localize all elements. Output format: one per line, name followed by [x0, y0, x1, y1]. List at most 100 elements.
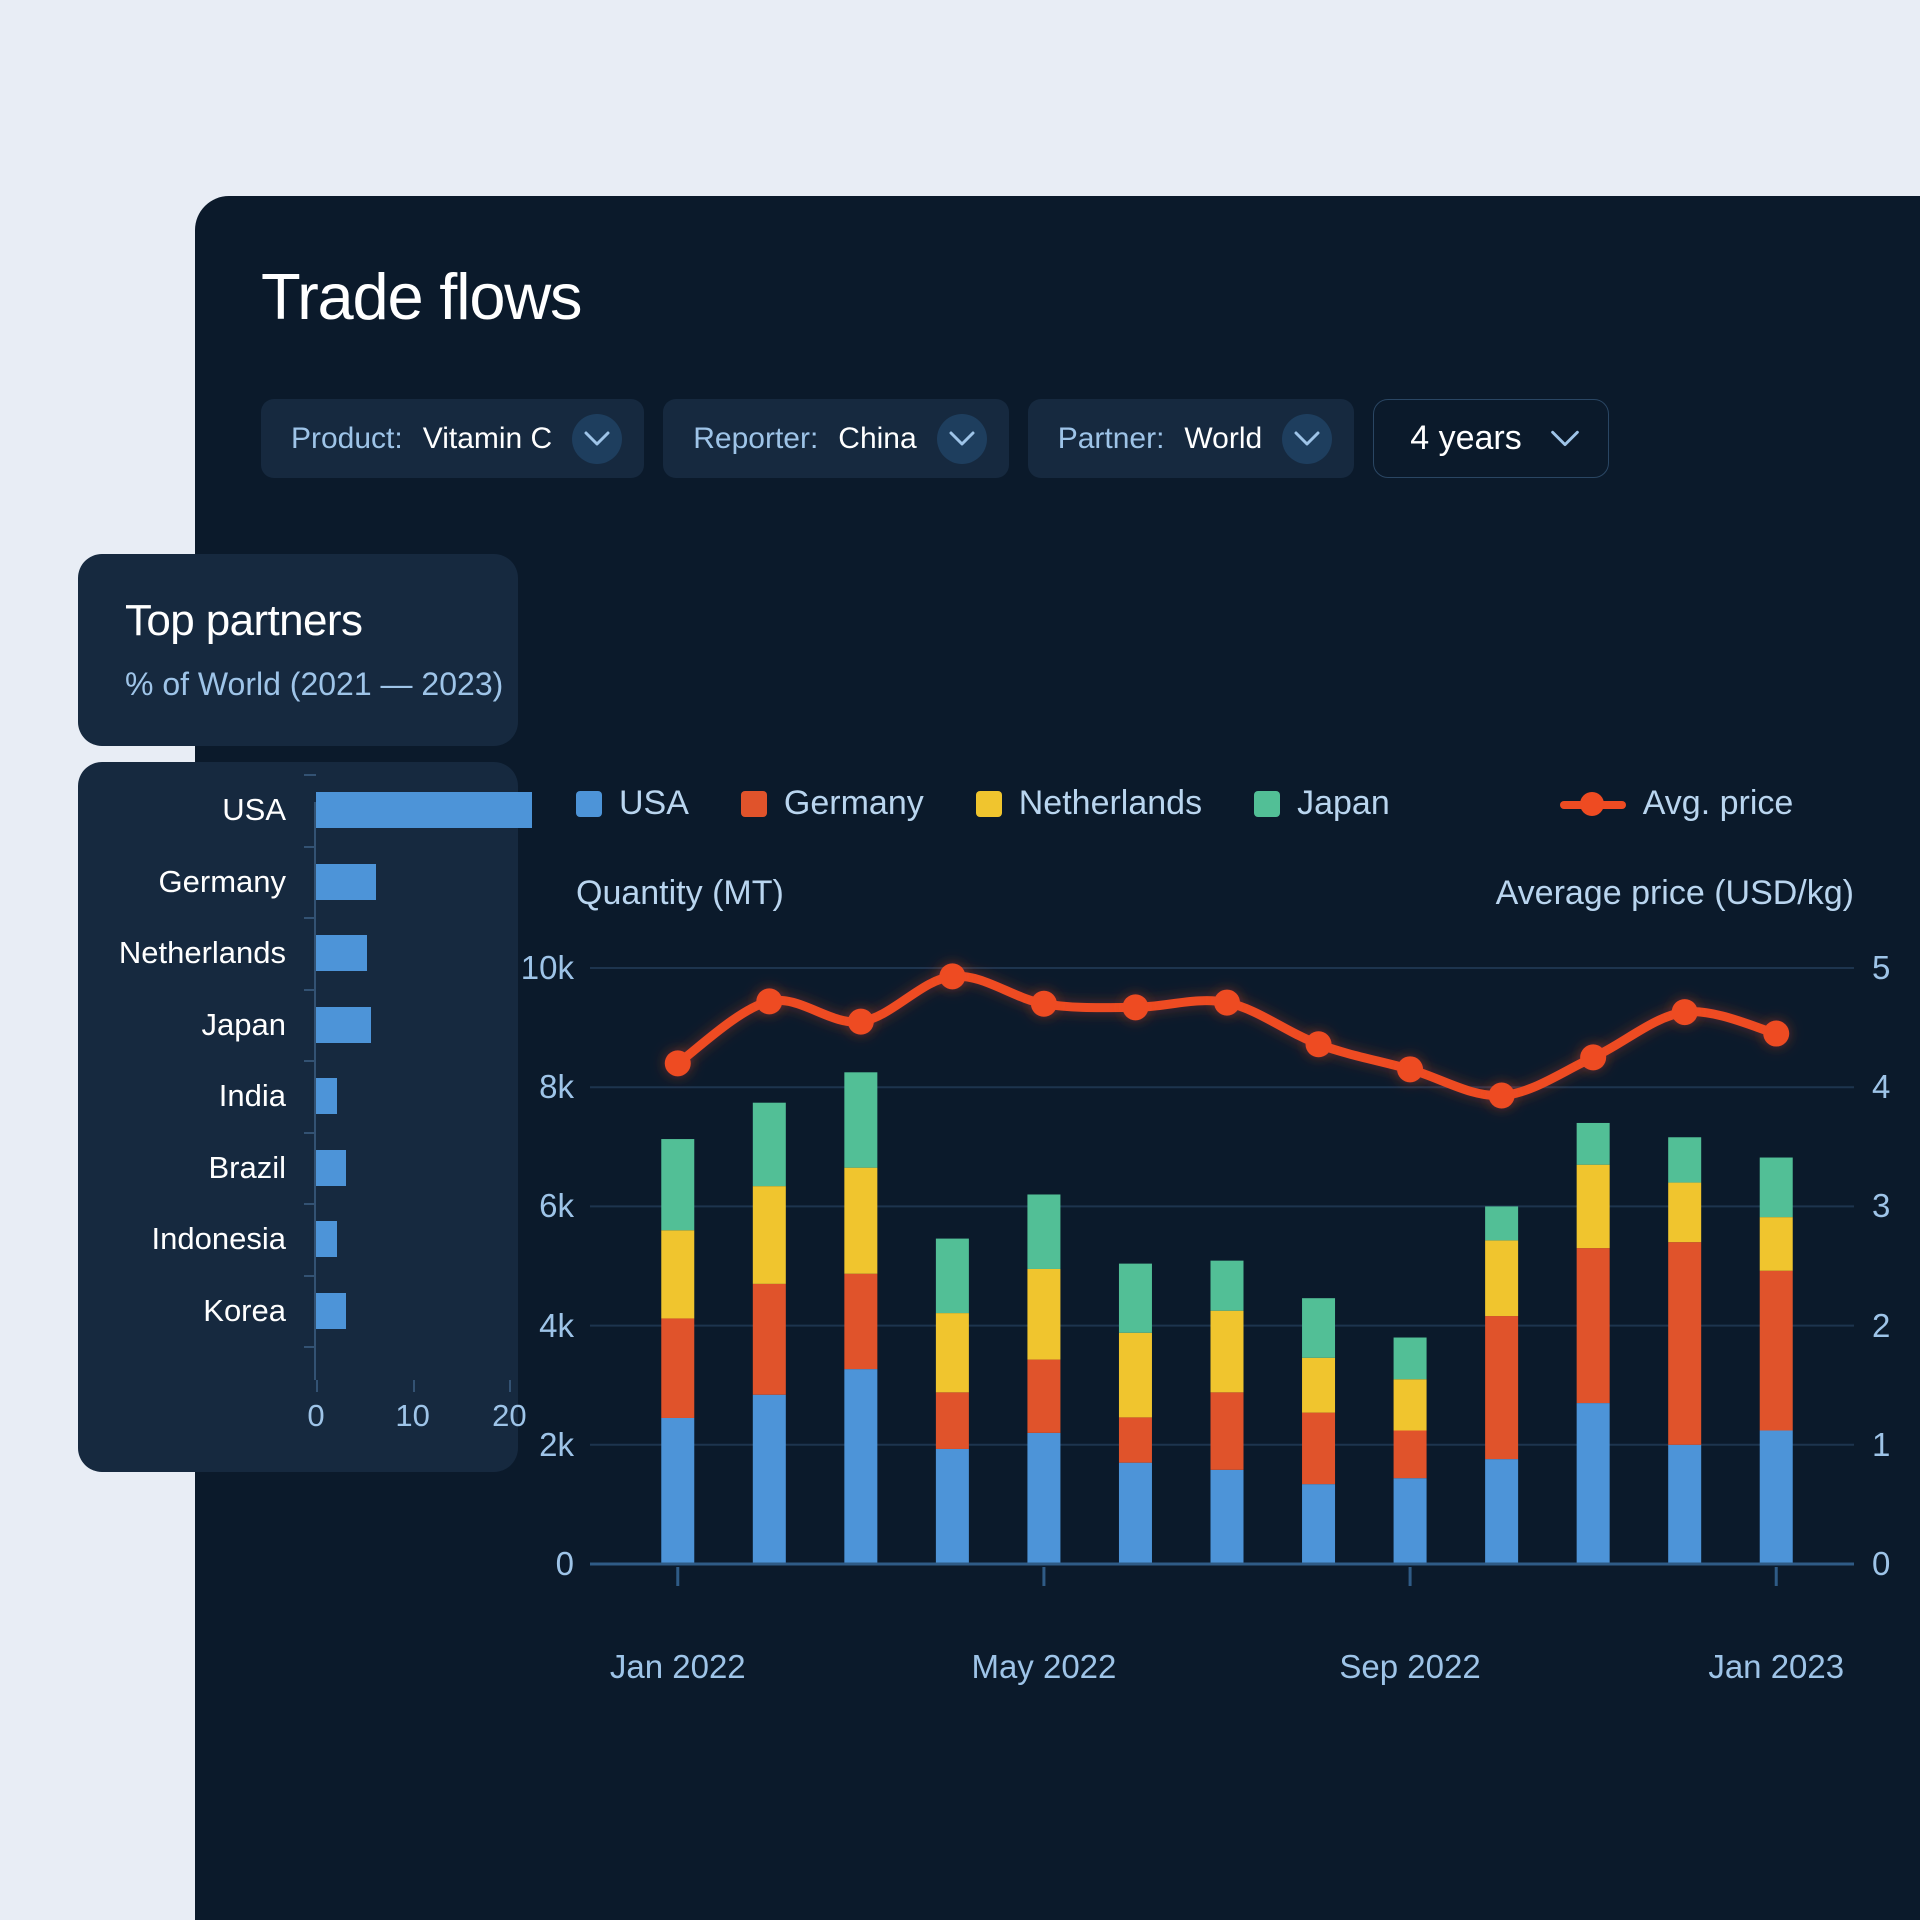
- bar-segment-usa[interactable]: [752, 1394, 786, 1564]
- legend-item-avg-price[interactable]: Avg. price: [1559, 784, 1793, 823]
- bar-segment-japan[interactable]: [1393, 1337, 1427, 1380]
- bar-segment-germany[interactable]: [1302, 1412, 1336, 1485]
- hbar-germany[interactable]: [316, 863, 376, 900]
- avg-price-point[interactable]: [756, 988, 783, 1015]
- avg-price-point[interactable]: [664, 1050, 691, 1077]
- bar-segment-japan[interactable]: [1576, 1122, 1610, 1165]
- bar-segment-germany[interactable]: [1485, 1316, 1519, 1460]
- bar-segment-germany[interactable]: [1668, 1242, 1702, 1445]
- legend-swatch-japan: [1254, 790, 1281, 817]
- bar-segment-netherlands[interactable]: [1302, 1357, 1336, 1413]
- legend-item-japan[interactable]: Japan: [1254, 784, 1390, 823]
- legend-item-usa[interactable]: USA: [576, 784, 689, 823]
- axis-caption-right: Average price (USD/kg): [1495, 874, 1854, 912]
- bar-segment-usa[interactable]: [661, 1417, 695, 1564]
- avg-price-point[interactable]: [1671, 999, 1698, 1026]
- bar-segment-netherlands[interactable]: [1576, 1164, 1610, 1249]
- bar-segment-netherlands[interactable]: [1668, 1182, 1702, 1243]
- hbar-usa[interactable]: [316, 792, 532, 828]
- avg-price-point[interactable]: [1305, 1031, 1332, 1058]
- bar-segment-japan[interactable]: [1210, 1260, 1244, 1311]
- bar-segment-netherlands[interactable]: [1210, 1310, 1244, 1393]
- avg-price-point[interactable]: [1580, 1044, 1607, 1071]
- bar-segment-netherlands[interactable]: [1118, 1332, 1152, 1418]
- avg-price-point[interactable]: [1030, 990, 1057, 1017]
- bar-segment-netherlands[interactable]: [1485, 1240, 1519, 1317]
- bar-segment-germany[interactable]: [752, 1283, 786, 1395]
- hbar-india[interactable]: [316, 1078, 338, 1114]
- bar-segment-germany[interactable]: [1027, 1359, 1061, 1433]
- legend-item-netherlands[interactable]: Netherlands: [975, 784, 1202, 823]
- avg-price-point[interactable]: [939, 963, 966, 990]
- bar-segment-germany[interactable]: [1576, 1248, 1610, 1404]
- top-partners-chart-card: USA Germany Netherlands Japan India Brazil Ind…: [78, 762, 532, 1472]
- avg-price-point[interactable]: [847, 1008, 874, 1035]
- chevron-down-icon[interactable]: [572, 413, 623, 464]
- filter-chip-period[interactable]: 4 years: [1373, 399, 1609, 478]
- y-tick-label-left: 0: [555, 1545, 574, 1582]
- chevron-down-icon[interactable]: [1282, 413, 1333, 464]
- avg-price-point[interactable]: [1122, 994, 1149, 1021]
- top-partners-subtitle: % of World (2021 — 2023): [125, 666, 504, 702]
- chevron-down-icon[interactable]: [936, 413, 987, 464]
- avg-price-point[interactable]: [1763, 1020, 1790, 1047]
- bar-segment-japan[interactable]: [1302, 1298, 1336, 1358]
- avg-price-point[interactable]: [1488, 1082, 1515, 1109]
- bar-segment-usa[interactable]: [935, 1448, 969, 1564]
- bar-segment-usa[interactable]: [1576, 1403, 1610, 1564]
- bar-segment-netherlands[interactable]: [752, 1186, 786, 1284]
- bar-segment-japan[interactable]: [1759, 1157, 1793, 1218]
- legend-swatch-netherlands: [975, 790, 1002, 817]
- bar-segment-usa[interactable]: [1027, 1432, 1061, 1564]
- filter-chip-partner[interactable]: Partner: World: [1027, 399, 1355, 478]
- bar-segment-netherlands[interactable]: [935, 1313, 969, 1393]
- bar-segment-japan[interactable]: [1485, 1206, 1519, 1241]
- legend-item-germany[interactable]: Germany: [740, 784, 924, 823]
- bar-segment-usa[interactable]: [844, 1369, 878, 1564]
- bar-segment-japan[interactable]: [935, 1238, 969, 1314]
- bar-segment-germany[interactable]: [1393, 1430, 1427, 1479]
- bar-segment-japan[interactable]: [844, 1072, 878, 1168]
- chart-canvas: [590, 963, 1854, 1586]
- bar-segment-usa[interactable]: [1210, 1469, 1244, 1564]
- bar-segment-japan[interactable]: [661, 1139, 695, 1231]
- legend-marker-line-icon: [1559, 791, 1626, 817]
- filter-chip-reporter[interactable]: Reporter: China: [663, 399, 1009, 478]
- top-partners-title: Top partners: [125, 596, 363, 645]
- hbar-indonesia[interactable]: [316, 1221, 338, 1257]
- bar-segment-netherlands[interactable]: [844, 1167, 878, 1274]
- bar-segment-usa[interactable]: [1668, 1444, 1702, 1564]
- bar-segment-usa[interactable]: [1759, 1430, 1793, 1564]
- bar-segment-netherlands[interactable]: [1393, 1379, 1427, 1431]
- bar-segment-japan[interactable]: [1027, 1194, 1061, 1269]
- bar-segment-japan[interactable]: [1118, 1263, 1152, 1333]
- hbar-korea[interactable]: [316, 1292, 346, 1329]
- avg-price-point[interactable]: [1214, 989, 1240, 1016]
- bar-segment-japan[interactable]: [1668, 1137, 1702, 1183]
- hbar-japan[interactable]: [316, 1006, 372, 1043]
- axis-caption-left: Quantity (MT): [576, 874, 784, 912]
- bar-segment-germany[interactable]: [844, 1273, 878, 1370]
- bar-segment-usa[interactable]: [1485, 1459, 1519, 1564]
- bar-segment-netherlands[interactable]: [1027, 1268, 1061, 1360]
- bar-segment-germany[interactable]: [1210, 1392, 1244, 1470]
- hbar-netherlands[interactable]: [316, 935, 368, 971]
- bar-segment-usa[interactable]: [1393, 1478, 1427, 1564]
- hbar-x-tick-label: 0: [307, 1398, 325, 1433]
- bar-segment-germany[interactable]: [935, 1392, 969, 1449]
- bar-segment-usa[interactable]: [1302, 1484, 1336, 1564]
- hbar-brazil[interactable]: [316, 1149, 346, 1186]
- bar-segment-germany[interactable]: [1759, 1270, 1793, 1431]
- bar-segment-germany[interactable]: [661, 1318, 695, 1418]
- bar-segment-usa[interactable]: [1118, 1462, 1152, 1564]
- filter-chip-product[interactable]: Product: Vitamin C: [261, 399, 645, 478]
- chevron-down-icon[interactable]: [1548, 422, 1582, 456]
- avg-price-point[interactable]: [1397, 1056, 1424, 1083]
- bar-segment-germany[interactable]: [1118, 1417, 1152, 1463]
- bar-segment-japan[interactable]: [752, 1102, 786, 1187]
- trade-flows-chart: 0 2k 4k 6k 8k 10k 0 1 2 3 4 5 Jan 2022 May 2022 Sep …: [521, 946, 1891, 1685]
- legend-label-germany: Germany: [783, 784, 924, 822]
- y-tick-label-right: 0: [1872, 1545, 1891, 1582]
- bar-segment-netherlands[interactable]: [661, 1230, 695, 1319]
- bar-segment-netherlands[interactable]: [1759, 1217, 1793, 1271]
